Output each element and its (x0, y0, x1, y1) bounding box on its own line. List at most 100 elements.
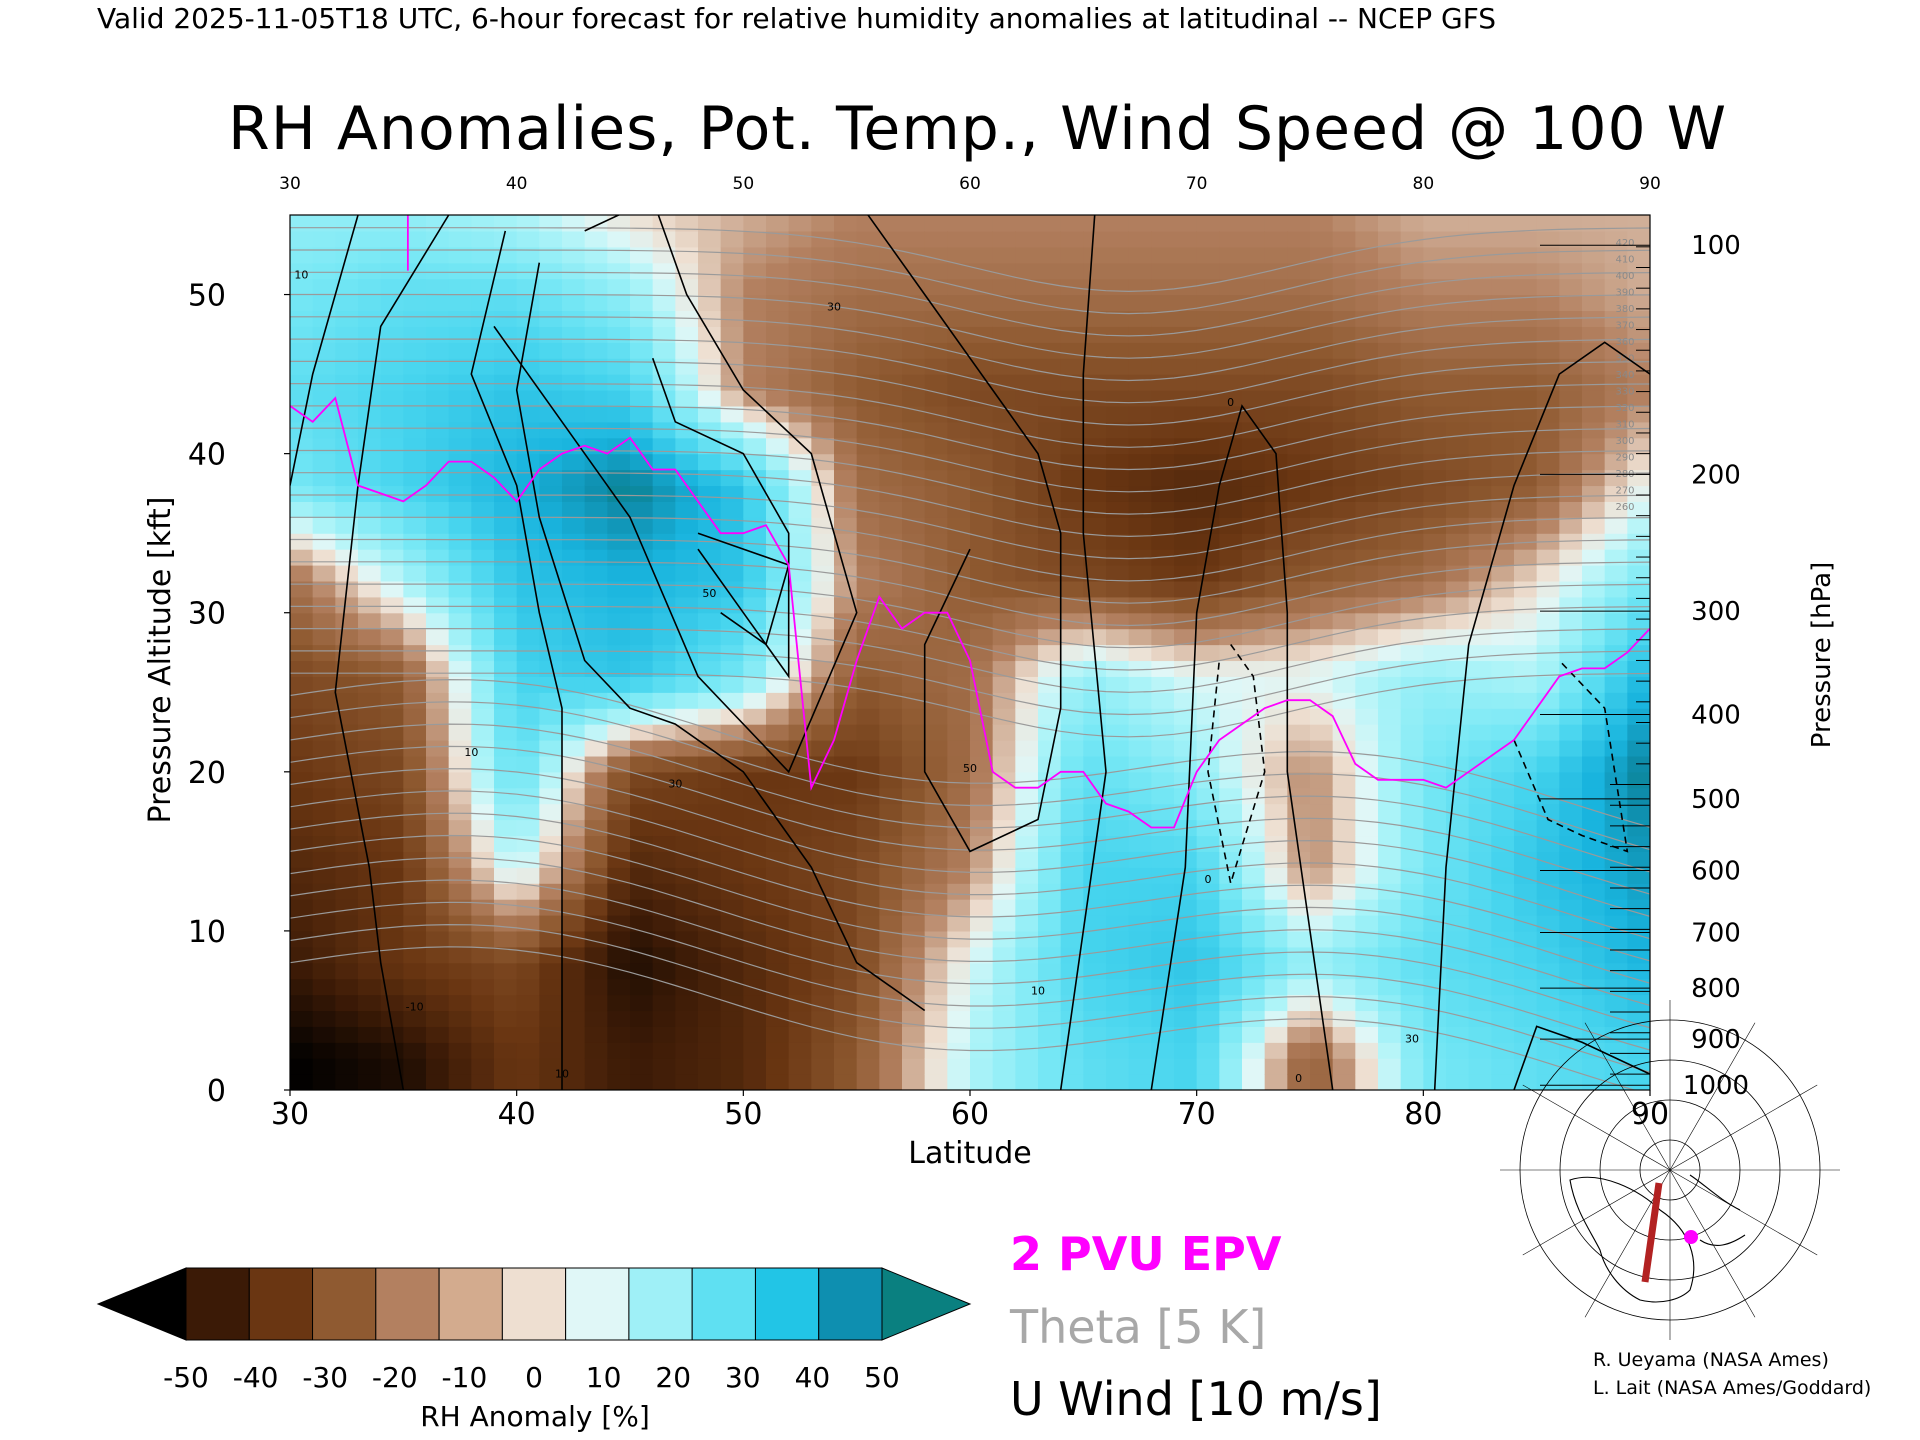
rh-cell (290, 533, 314, 550)
rh-cell (1196, 740, 1220, 757)
rh-cell (1627, 405, 1650, 423)
rh-cell (1287, 740, 1311, 757)
rh-cell (1038, 962, 1062, 980)
rh-cell (1219, 915, 1243, 932)
rh-cell (1174, 692, 1198, 709)
rh-cell (539, 755, 563, 773)
rh-cell (924, 851, 948, 868)
rh-cell (652, 469, 676, 487)
rh-cell (312, 230, 336, 248)
rh-cell (879, 628, 903, 646)
rh-cell (652, 230, 676, 248)
rh-cell (743, 342, 767, 359)
rh-cell (335, 453, 359, 471)
rh-cell (698, 469, 722, 487)
rh-cell (1196, 596, 1220, 614)
rh-cell (1060, 1026, 1084, 1043)
rh-cell (516, 915, 540, 932)
rh-cell (448, 771, 472, 789)
rh-cell (1310, 676, 1334, 693)
rh-cell (1128, 612, 1152, 630)
rh-cell (290, 294, 314, 312)
rh-cell (1468, 517, 1492, 534)
rh-cell (1332, 390, 1356, 407)
rh-cell (1604, 278, 1628, 296)
rh-cell (1060, 867, 1084, 884)
rh-cell (1060, 326, 1084, 343)
rh-cell (516, 835, 540, 852)
rh-cell (290, 390, 314, 407)
rh-cell (788, 326, 812, 343)
rh-cell (743, 374, 767, 391)
rh-cell (879, 326, 903, 343)
rh-cell (1559, 326, 1583, 343)
rh-cell (902, 246, 926, 264)
rh-cell (720, 501, 744, 518)
rh-cell (970, 278, 994, 296)
rh-cell (1400, 899, 1424, 916)
rh-cell (539, 1010, 563, 1027)
rh-cell (1015, 1058, 1039, 1075)
rh-cell (970, 803, 994, 821)
rh-cell (584, 374, 608, 391)
rh-cell (1604, 930, 1628, 948)
pressure-axis-label: Pressure [hPa] (1807, 562, 1837, 749)
rh-cell (1491, 501, 1515, 518)
rh-cell (834, 676, 858, 693)
rh-cell (1106, 628, 1130, 646)
rh-cell (788, 883, 812, 900)
rh-cell (1378, 899, 1402, 916)
rh-cell (1219, 1058, 1243, 1075)
rh-cell (834, 533, 858, 550)
rh-cell (856, 644, 880, 662)
rh-cell (1151, 230, 1175, 248)
rh-cell (1174, 994, 1198, 1012)
rh-cell (788, 596, 812, 614)
theta-contour (290, 650, 1650, 716)
rh-cell (834, 453, 858, 471)
rh-cell (290, 437, 314, 455)
rh-cell (426, 421, 450, 439)
rh-cell (494, 771, 518, 789)
rh-cell (380, 708, 404, 725)
rh-cell (1128, 708, 1152, 725)
rh-cell (720, 517, 744, 534)
rh-cell (584, 469, 608, 487)
rh-cell (335, 517, 359, 534)
rh-cell (1151, 628, 1175, 646)
rh-cell (1514, 421, 1538, 439)
rh-cell (788, 1026, 812, 1043)
rh-cell (1038, 946, 1062, 964)
rh-cell (494, 215, 518, 232)
rh-cell (380, 342, 404, 359)
rh-cell (879, 342, 903, 359)
colorbar-swatch (818, 1267, 883, 1341)
rh-cell (924, 230, 948, 248)
rh-cell (879, 867, 903, 884)
rh-cell (1128, 867, 1152, 884)
rh-cell (992, 580, 1016, 598)
rh-cell (607, 501, 631, 518)
rh-cell (403, 278, 427, 296)
rh-cell (766, 724, 790, 741)
rh-cell (1038, 246, 1062, 264)
rh-cell (924, 755, 948, 773)
rh-cell (1446, 580, 1470, 598)
rh-cell (1332, 533, 1356, 550)
rh-cell (743, 978, 767, 996)
rh-cell (675, 278, 699, 296)
rh-cell (1378, 835, 1402, 852)
rh-cell (970, 1026, 994, 1043)
rh-cell (1400, 215, 1424, 232)
rh-cell (1378, 628, 1402, 646)
rh-cell (562, 421, 586, 439)
rh-cell (1083, 565, 1107, 582)
rh-cell (1038, 421, 1062, 439)
rh-cell (1400, 1042, 1424, 1059)
rh-cell (630, 421, 654, 439)
rh-cell (607, 946, 631, 964)
rh-cell (1196, 374, 1220, 391)
rh-cell (856, 946, 880, 964)
rh-cell (1559, 899, 1583, 916)
rh-cell (1083, 246, 1107, 264)
